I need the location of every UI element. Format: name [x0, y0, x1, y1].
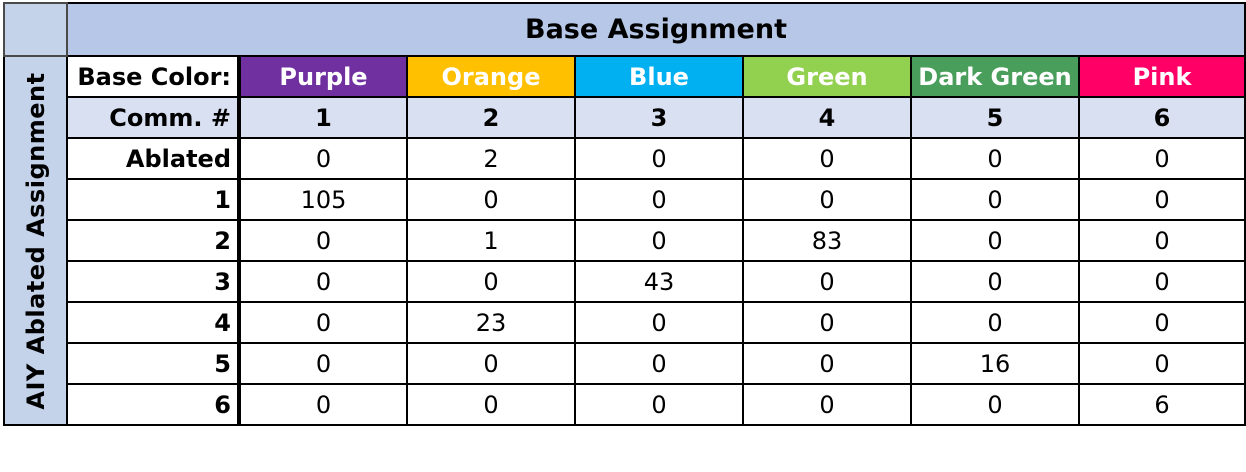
- table-cell: 0: [1078, 342, 1246, 385]
- base-color-label: Base Color:: [66, 55, 241, 98]
- table-cell: 1: [406, 219, 576, 262]
- table-cell: 0: [238, 219, 408, 262]
- comm-label: Comm. #: [66, 96, 241, 139]
- table-cell: 0: [574, 178, 744, 221]
- table-cell: 0: [238, 137, 408, 180]
- comm-number: 4: [742, 96, 912, 139]
- table-cell: 0: [742, 137, 912, 180]
- base-color-dark-green: Dark Green: [910, 55, 1080, 98]
- table-cell: 0: [406, 178, 576, 221]
- table-cell: 16: [910, 342, 1080, 385]
- row-label: 5: [66, 342, 241, 385]
- table-cell: 0: [574, 301, 744, 344]
- row-label: 3: [66, 260, 241, 303]
- row-label: Ablated: [66, 137, 241, 180]
- table-cell: 0: [406, 260, 576, 303]
- table-cell: 0: [742, 178, 912, 221]
- table-cell: 0: [238, 301, 408, 344]
- side-label-cell: AIY Ablated Assignment: [3, 55, 68, 426]
- table-cell: 0: [406, 342, 576, 385]
- comm-number: 3: [574, 96, 744, 139]
- table-cell: 0: [1078, 178, 1246, 221]
- table-cell: 23: [406, 301, 576, 344]
- assignment-table: Base Assignment AIY Ablated Assignment B…: [3, 2, 1246, 426]
- table-cell: 0: [1078, 301, 1246, 344]
- table-cell: 105: [238, 178, 408, 221]
- base-color-pink: Pink: [1078, 55, 1246, 98]
- table-cell: 0: [910, 260, 1080, 303]
- table-cell: 83: [742, 219, 912, 262]
- row-label: 4: [66, 301, 241, 344]
- table-cell: 0: [238, 383, 408, 426]
- comm-number: 5: [910, 96, 1080, 139]
- table-cell: 2: [406, 137, 576, 180]
- table-cell: 0: [742, 301, 912, 344]
- table-cell: 0: [910, 178, 1080, 221]
- table-row: 5 0 0 0 0 16 0: [4, 342, 1246, 385]
- table-cell: 6: [1078, 383, 1246, 426]
- table-row: Ablated 0 2 0 0 0 0: [4, 137, 1246, 180]
- table-cell: 0: [742, 260, 912, 303]
- comm-number: 1: [238, 96, 408, 139]
- row-label: 6: [66, 383, 241, 426]
- table-cell: 0: [742, 342, 912, 385]
- base-color-purple: Purple: [238, 55, 408, 98]
- comm-number: 2: [406, 96, 576, 139]
- table-cell: 43: [574, 260, 744, 303]
- table-cell: 0: [910, 219, 1080, 262]
- row-label: 1: [66, 178, 241, 221]
- corner-cell: [3, 2, 68, 57]
- table-cell: 0: [574, 219, 744, 262]
- table-cell: 0: [574, 383, 744, 426]
- table-row: 2 0 1 0 83 0 0: [4, 219, 1246, 262]
- table-cell: 0: [910, 301, 1080, 344]
- table-cell: 0: [910, 383, 1080, 426]
- table-cell: 0: [238, 342, 408, 385]
- table-cell: 0: [406, 383, 576, 426]
- table-cell: 0: [1078, 260, 1246, 303]
- table-title: Base Assignment: [66, 2, 1246, 57]
- table-cell: 0: [1078, 219, 1246, 262]
- row-label: 2: [66, 219, 241, 262]
- table-row: 1 105 0 0 0 0 0: [4, 178, 1246, 221]
- table-cell: 0: [574, 342, 744, 385]
- table-row: 3 0 0 43 0 0 0: [4, 260, 1246, 303]
- table-cell: 0: [238, 260, 408, 303]
- table-cell: 0: [742, 383, 912, 426]
- comm-number: 6: [1078, 96, 1246, 139]
- table-cell: 0: [574, 137, 744, 180]
- base-color-green: Green: [742, 55, 912, 98]
- table-cell: 0: [910, 137, 1080, 180]
- side-label: AIY Ablated Assignment: [21, 71, 50, 410]
- base-color-blue: Blue: [574, 55, 744, 98]
- table-row: 4 0 23 0 0 0 0: [4, 301, 1246, 344]
- table-cell: 0: [1078, 137, 1246, 180]
- base-color-orange: Orange: [406, 55, 576, 98]
